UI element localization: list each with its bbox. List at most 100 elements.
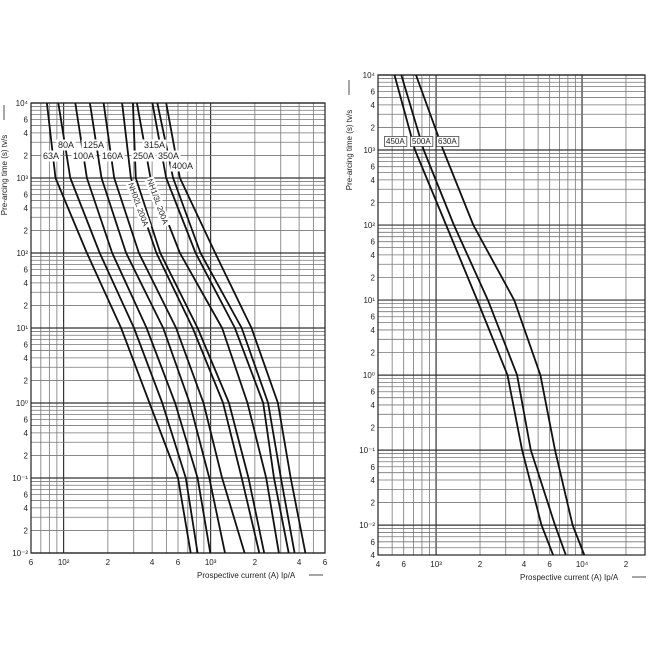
y-tick-label: 4 xyxy=(24,129,29,138)
series-label: 250A xyxy=(133,151,154,161)
curve-160a xyxy=(102,102,246,554)
series-label: 100A xyxy=(73,151,94,161)
x-tick-label: 6 xyxy=(323,558,328,567)
series-label: 500A xyxy=(412,137,431,146)
curve-450a xyxy=(393,74,554,556)
x-tick-label: 10³ xyxy=(205,558,217,567)
series-label-group: 63A xyxy=(41,150,61,162)
series-label-group: 500A xyxy=(410,136,434,147)
y-tick-label: 6 xyxy=(371,538,376,547)
curve-125a xyxy=(89,102,226,554)
plot-frame xyxy=(30,102,326,554)
y-tick-label: 6 xyxy=(371,238,376,247)
y-tick-label: 4 xyxy=(371,551,376,560)
series-label: 160A xyxy=(102,151,123,161)
y-tick-label: 2 xyxy=(371,273,376,282)
x-tick-label: 10² xyxy=(58,558,70,567)
y-tick-label: 2 xyxy=(24,451,29,460)
y-axis-label: Pre-arcing time (s) tv/s xyxy=(0,135,9,215)
y-tick-label: 4 xyxy=(371,326,376,335)
x-tick-label: 2 xyxy=(478,560,483,569)
curve-350a xyxy=(156,102,296,554)
x-tick-label: 4 xyxy=(376,560,381,569)
series-label: 315A xyxy=(144,140,165,150)
y-tick-label: 6 xyxy=(24,116,29,125)
y-tick-label: 6 xyxy=(371,313,376,322)
curve-63a xyxy=(46,102,192,554)
y-tick-label: 10² xyxy=(16,249,28,258)
curve-630a xyxy=(415,74,586,556)
y-axis-label: Pre-arcing time (s) tv/s xyxy=(345,110,354,190)
y-tick-label: 6 xyxy=(24,416,29,425)
x-axis-label: Prospective current (A) Ip/A xyxy=(520,573,619,582)
y-tick-label: 10⁻² xyxy=(359,521,375,530)
y-tick-label: 10¹ xyxy=(16,324,28,333)
y-tick-label: 4 xyxy=(24,204,29,213)
y-tick-label: 10⁻¹ xyxy=(12,474,28,483)
grid xyxy=(377,74,645,556)
y-tick-label: 4 xyxy=(371,476,376,485)
x-tick-label: 10⁴ xyxy=(576,560,589,569)
series-label-group: 400A xyxy=(170,160,195,172)
y-tick-label: 6 xyxy=(24,341,29,350)
series-label-box xyxy=(100,150,125,162)
y-tick-label: 10³ xyxy=(363,146,375,155)
x-axis-label: Prospective current (A) Ip/A xyxy=(197,571,296,580)
plot-frame xyxy=(377,74,646,556)
y-tick-label: 4 xyxy=(24,504,29,513)
y-tick-label: 4 xyxy=(371,401,376,410)
series-label: NH02L 200A xyxy=(126,182,150,228)
x-tick-label: 6 xyxy=(29,558,34,567)
x-tick-label: 6 xyxy=(547,560,552,569)
y-tick-label: 6 xyxy=(371,163,376,172)
series-label: 630A xyxy=(438,137,457,146)
x-tick-label: 6 xyxy=(401,560,406,569)
y-tick-label: 4 xyxy=(371,176,376,185)
curve-nh02l-200a xyxy=(121,102,261,554)
curve-nh1-3l-200a xyxy=(132,102,266,554)
y-tick-label: 4 xyxy=(371,251,376,260)
y-tick-label: 6 xyxy=(24,191,29,200)
x-tick-label: 2 xyxy=(253,558,258,567)
y-tick-label: 2 xyxy=(371,123,376,132)
y-tick-label: 2 xyxy=(371,499,376,508)
y-tick-label: 2 xyxy=(24,376,29,385)
curve-400a xyxy=(165,102,307,554)
y-tick-label: 10⁰ xyxy=(16,399,28,408)
x-tick-label: 4 xyxy=(150,558,155,567)
series-label-box xyxy=(81,139,106,151)
y-tick-label: 10⁴ xyxy=(363,71,376,80)
y-tick-label: 10¹ xyxy=(363,296,375,305)
y-tick-label: 2 xyxy=(24,226,29,235)
y-tick-label: 10⁰ xyxy=(363,371,375,380)
series-label: 63A xyxy=(43,151,59,161)
series-label-group: 100A xyxy=(71,150,96,162)
curve-315a xyxy=(151,102,290,554)
y-tick-label: 10⁻² xyxy=(12,549,28,558)
series-label-group: 125A xyxy=(81,139,106,151)
y-tick-label: 6 xyxy=(371,463,376,472)
y-tick-label: 10⁴ xyxy=(16,99,29,108)
series-label-box xyxy=(56,139,76,151)
y-tick-label: 4 xyxy=(371,101,376,110)
y-tick-label: 6 xyxy=(24,266,29,275)
y-tick-label: 2 xyxy=(24,526,29,535)
curve-100a xyxy=(74,102,212,554)
y-tick-label: 10⁻¹ xyxy=(359,446,375,455)
y-tick-label: 10³ xyxy=(16,174,28,183)
series-label-box xyxy=(436,136,460,147)
x-tick-label: 2 xyxy=(624,560,629,569)
series-label-box xyxy=(156,150,181,162)
series-label-box xyxy=(131,150,156,162)
y-tick-label: 2 xyxy=(371,349,376,358)
series-label: 80A xyxy=(58,140,74,150)
y-tick-label: 4 xyxy=(24,429,29,438)
y-tick-label: 6 xyxy=(371,388,376,397)
series-label-group: 350A xyxy=(156,150,181,162)
series-label: 450A xyxy=(386,137,405,146)
series-label-box xyxy=(71,150,96,162)
grid xyxy=(30,102,326,554)
series-label-box xyxy=(384,136,408,147)
x-tick-label: 4 xyxy=(297,558,302,567)
